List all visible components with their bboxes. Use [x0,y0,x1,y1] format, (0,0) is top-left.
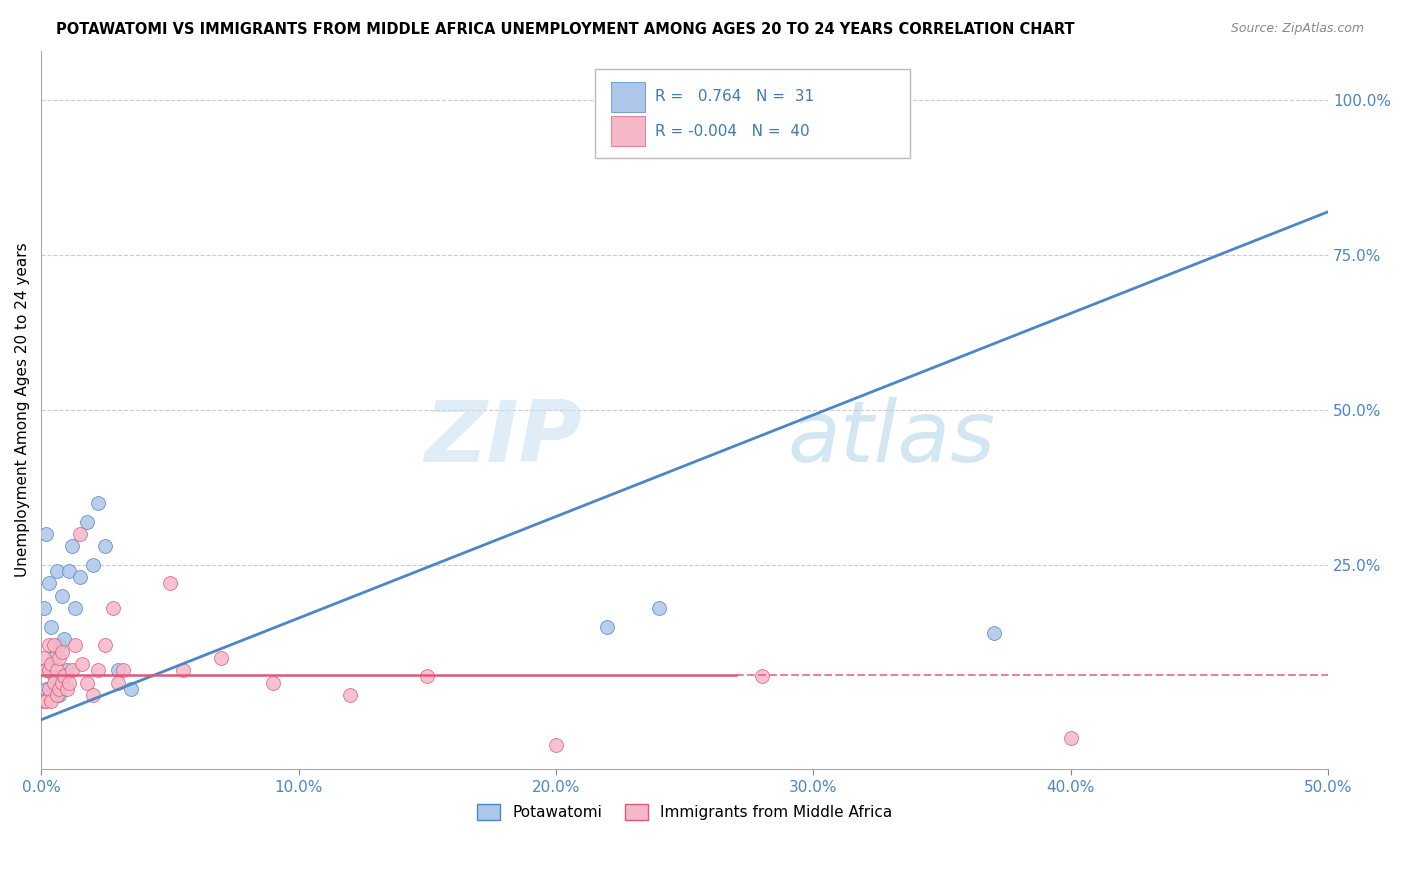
Point [1060,731,1083,746]
Text: atlas: atlas [787,397,995,480]
Point [58,564,80,578]
Point [45,663,67,677]
Point [51,644,73,658]
Text: R = -0.004   N =  40: R = -0.004 N = 40 [655,124,810,138]
FancyBboxPatch shape [595,69,910,159]
Point [596,620,619,634]
Point [648,601,671,615]
Point [48,650,70,665]
Point [32,650,55,665]
Point [45,681,67,696]
Point [42,675,65,690]
Point [35,694,58,708]
Point [416,669,439,683]
Point [41,657,63,671]
Text: POTAWATOMI VS IMMIGRANTS FROM MIDDLE AFRICA UNEMPLOYMENT AMONG AGES 20 TO 24 YEA: POTAWATOMI VS IMMIGRANTS FROM MIDDLE AFR… [56,22,1074,37]
Point [41,694,63,708]
Point [82,688,104,702]
Point [72,657,94,671]
Point [63,639,86,653]
Point [60,539,83,553]
Point [107,663,129,677]
Point [53,669,76,683]
Point [94,539,117,553]
Point [41,688,63,702]
Point [45,688,67,702]
Point [339,688,361,702]
Point [48,639,70,653]
Text: R =   0.764   N =  31: R = 0.764 N = 31 [655,89,814,104]
Point [60,663,83,677]
Point [63,601,86,615]
Point [42,650,65,665]
Point [983,626,1005,640]
Point [38,576,60,591]
Point [544,738,567,752]
Point [76,675,98,690]
Point [58,675,80,690]
Point [53,632,76,647]
Point [103,601,125,615]
Point [751,669,773,683]
Point [48,688,70,702]
Point [38,663,60,677]
Point [209,650,232,665]
Point [45,564,67,578]
Point [69,527,91,541]
Point [38,663,60,677]
Point [51,675,73,690]
Point [56,663,79,677]
Legend: Potawatomi, Immigrants from Middle Africa: Potawatomi, Immigrants from Middle Afric… [471,798,898,826]
Point [42,669,65,683]
Point [32,601,55,615]
Point [107,675,129,690]
Point [120,681,142,696]
Point [51,669,73,683]
Point [35,663,58,677]
Point [87,496,110,510]
Point [48,681,70,696]
Point [35,527,58,541]
Point [112,663,135,677]
Point [32,694,55,708]
Point [69,570,91,584]
Point [56,681,79,696]
FancyBboxPatch shape [612,116,645,146]
FancyBboxPatch shape [612,81,645,112]
Point [94,639,117,653]
Point [262,675,284,690]
Point [87,663,110,677]
Point [38,681,60,696]
Point [41,620,63,634]
Text: Source: ZipAtlas.com: Source: ZipAtlas.com [1230,22,1364,36]
Point [35,681,58,696]
Point [38,639,60,653]
Point [159,576,181,591]
Point [76,515,98,529]
Point [82,558,104,572]
Point [172,663,194,677]
Point [42,639,65,653]
Text: ZIP: ZIP [425,397,582,480]
Y-axis label: Unemployment Among Ages 20 to 24 years: Unemployment Among Ages 20 to 24 years [15,243,30,577]
Point [51,589,73,603]
